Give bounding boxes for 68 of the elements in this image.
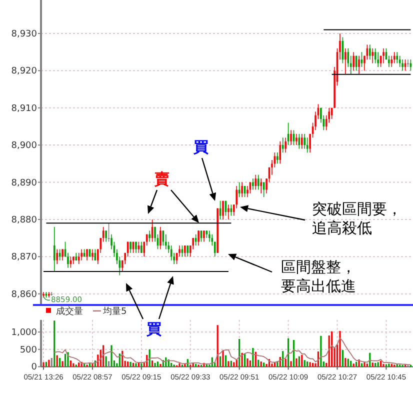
candlestick [148, 230, 150, 242]
candlestick [208, 230, 210, 242]
candlestick [276, 152, 278, 164]
candlestick [222, 200, 224, 220]
y-tick-label: 500 [20, 345, 38, 356]
annotation: 買 [192, 138, 208, 156]
candlestick [80, 248, 82, 261]
y-tick-label: 1,000 [11, 328, 38, 338]
y-tick-label: 8,880 [11, 215, 38, 226]
candlestick [86, 248, 88, 261]
candlestick [252, 178, 254, 190]
candlestick [53, 226, 56, 272]
candlestick [284, 137, 286, 153]
candlestick [203, 230, 205, 242]
candlestick [105, 230, 107, 242]
candlestick [257, 174, 260, 190]
y-tick-label: 8,890 [11, 178, 38, 188]
candlestick [388, 55, 390, 68]
candlestick [97, 248, 99, 264]
candlestick [165, 234, 167, 250]
candlestick [160, 226, 162, 250]
candlestick [78, 252, 80, 264]
candlestick [198, 230, 200, 246]
candlestick [290, 130, 292, 146]
candlestick [352, 52, 354, 72]
candlestick [377, 52, 379, 68]
candlestick [344, 48, 346, 75]
candlestick [296, 134, 298, 146]
candlestick [178, 245, 180, 258]
candlestick [192, 238, 194, 250]
y-tick-label: 8,900 [11, 141, 38, 152]
candlestick [236, 186, 238, 209]
candlestick [396, 52, 398, 64]
candlestick [241, 182, 243, 198]
y-tick-label: 8,920 [11, 66, 38, 77]
candlestick [402, 59, 404, 72]
candlestick [260, 178, 262, 194]
annotation: 突破區間要，追高殺低 [312, 200, 402, 237]
annotation: 賣 [154, 170, 170, 188]
candlestick [228, 204, 230, 220]
candlestick [62, 248, 64, 261]
candlestick [143, 241, 146, 258]
candlestick [246, 186, 248, 198]
line-series [54, 337, 412, 366]
candlestick [382, 48, 384, 64]
candlestick [282, 137, 284, 153]
y-tick-label: 8,930 [11, 29, 38, 40]
y-tick-label: 8,860 [11, 290, 38, 300]
candlestick [279, 140, 282, 164]
candlestick [56, 248, 58, 264]
y-tick-label: 8,910 [11, 104, 38, 114]
candlestick [140, 241, 142, 254]
candlestick [67, 252, 69, 268]
y-tick-label: 0 [31, 362, 38, 373]
candlestick [369, 44, 371, 60]
legend-label: 成交量 [56, 306, 83, 317]
candlestick [358, 55, 360, 75]
y-tick-label: 8,870 [11, 252, 38, 263]
candlestick [407, 59, 409, 68]
candlestick [304, 134, 306, 150]
candlestick [372, 48, 374, 64]
candlestick [92, 248, 94, 261]
candlestick [266, 178, 268, 194]
annotation: 區間盤整，要高出低進 [281, 258, 356, 295]
candlestick [301, 134, 303, 150]
candlestick [393, 52, 396, 64]
annotation: 買 [146, 320, 162, 338]
legend-label: 均量5 [102, 306, 127, 317]
